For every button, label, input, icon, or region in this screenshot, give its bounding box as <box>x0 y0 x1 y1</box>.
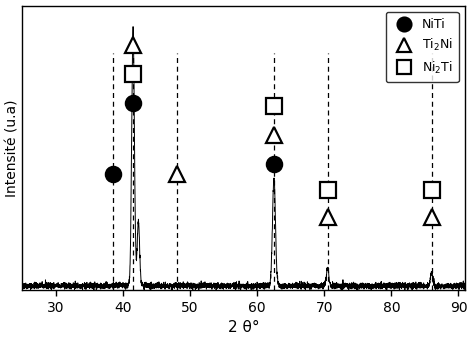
X-axis label: 2 θ°: 2 θ° <box>228 321 260 336</box>
Y-axis label: Intensité (u.a): Intensité (u.a) <box>6 99 19 197</box>
Legend: NiTi, Ti$_2$Ni, Ni$_2$Ti: NiTi, Ti$_2$Ni, Ni$_2$Ti <box>386 12 459 82</box>
